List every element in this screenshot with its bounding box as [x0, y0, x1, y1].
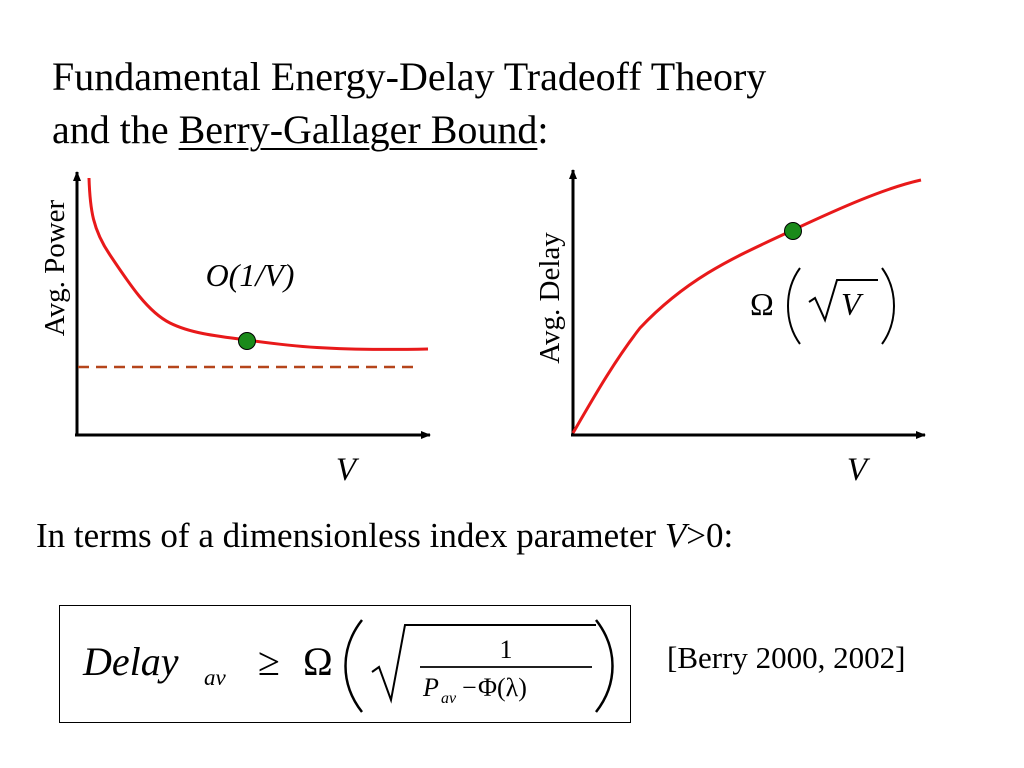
- formula-denominator-minus: −: [462, 673, 477, 702]
- formula-right-paren: [595, 619, 614, 713]
- power-operating-point: [238, 332, 256, 350]
- formula-left-paren: [344, 619, 363, 713]
- title-line-2-suffix: :: [537, 107, 549, 152]
- delay-right-paren: [881, 267, 895, 345]
- formula-geq-symbol: ≥: [258, 639, 280, 684]
- title-line-2-prefix: and the: [52, 107, 179, 152]
- berry-gallager-bound-text: Berry-Gallager Bound: [178, 107, 538, 152]
- left-y-axis-label: Avg. Power: [39, 199, 71, 336]
- power-curve: [87, 177, 429, 351]
- delay-order-annotation: Ω V: [750, 267, 895, 345]
- delay-sqrt-sign: [808, 279, 878, 323]
- right-x-axis-label: V: [847, 452, 871, 488]
- delay-operating-point: [784, 222, 802, 240]
- left-power-plot: Avg. Power V O(1/V): [39, 171, 431, 488]
- delay-curve: [571, 178, 922, 434]
- parameter-description-prefix: In terms of a dimensionless index parame…: [36, 516, 665, 555]
- power-order-annotation: O(1/V): [206, 257, 295, 293]
- formula-denominator-phi: Φ(λ): [478, 673, 527, 702]
- formula-omega-symbol: Ω: [303, 639, 333, 684]
- formula-denominator-p: P: [422, 673, 439, 702]
- parameter-variable: V: [664, 516, 687, 555]
- citation: [Berry 2000, 2002]: [667, 640, 906, 675]
- formula-delay-subscript: av: [204, 665, 227, 690]
- formula-box: [59, 605, 631, 723]
- delay-sqrt-argument: V: [841, 286, 864, 322]
- title-line-1: Fundamental Energy-Delay Tradeoff Theory: [52, 54, 767, 99]
- delay-omega-symbol: Ω: [750, 286, 774, 322]
- right-y-axis-label: Avg. Delay: [534, 232, 566, 364]
- formula-delay-term: Delay: [82, 639, 179, 684]
- right-delay-plot: Avg. Delay V Ω V: [534, 169, 926, 488]
- parameter-description: In terms of a dimensionless index parame…: [36, 514, 733, 558]
- left-x-axis-label: V: [336, 452, 360, 488]
- formula-sqrt-sign: [371, 624, 596, 704]
- formula-denominator-subscript: av: [441, 690, 457, 707]
- slide-title: Fundamental Energy-Delay Tradeoff Theory…: [52, 50, 766, 156]
- title-line-2: and the Berry-Gallager Bound:: [52, 103, 766, 156]
- formula-numerator: 1: [500, 635, 513, 664]
- berry-gallager-formula: Delay av ≥ Ω 1 P av − Φ(λ): [82, 619, 614, 713]
- parameter-description-suffix: >0:: [686, 516, 734, 555]
- delay-left-paren: [787, 267, 801, 345]
